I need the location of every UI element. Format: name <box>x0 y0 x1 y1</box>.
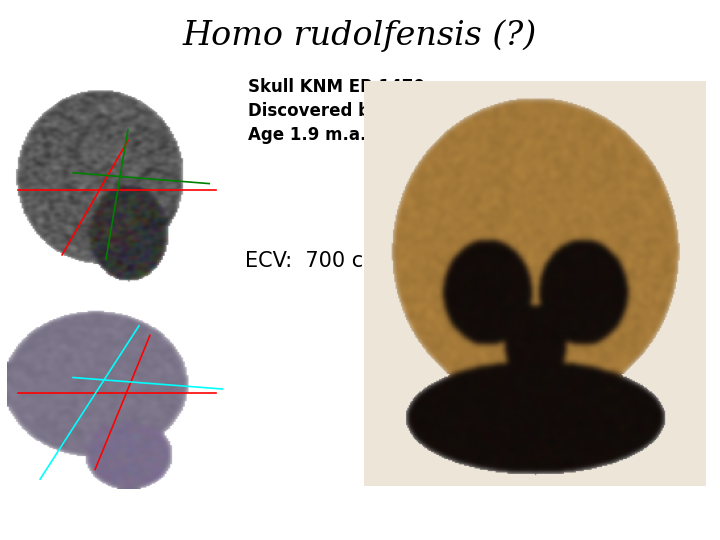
Text: Reconstruction, 2007
by T. Bromage et al.: Reconstruction, 2007 by T. Bromage et al… <box>9 444 171 478</box>
Text: Skull KNM ER 1470,
Discovered by Bernard Ngeneo, 1972
Age 1.9 m.a.: Skull KNM ER 1470, Discovered by Bernard… <box>248 78 598 144</box>
Text: 3: 3 <box>409 234 418 248</box>
Text: Homo rudolfensis (?): Homo rudolfensis (?) <box>183 19 537 51</box>
Text: ECV:  700 cm: ECV: 700 cm <box>245 251 383 271</box>
